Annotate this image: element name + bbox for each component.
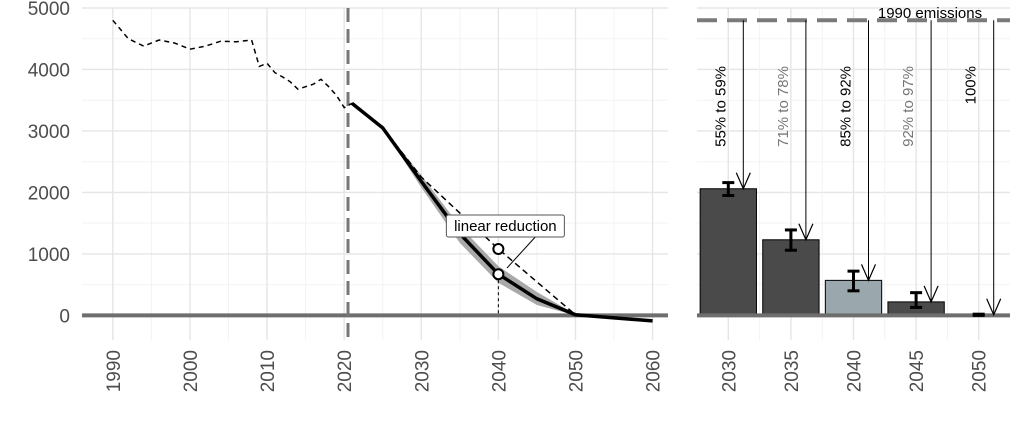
historic-emissions-line xyxy=(112,19,353,109)
reduction-arrowhead xyxy=(923,285,939,304)
reference-line-label: 1990 emissions xyxy=(878,5,982,22)
x-tick-label: 2050 xyxy=(566,350,587,392)
reduction-arrowhead xyxy=(735,172,751,191)
bar-panel: 2030 2035 2040 2045 2050 1990 emissions 55% to… xyxy=(697,5,1010,392)
y-tick-label: 2000 xyxy=(28,183,70,204)
bar-category-label: 2030 xyxy=(719,350,740,392)
line-panel: 0 1000 2000 3000 4000 5000 1990 2000 2010 2020 203… xyxy=(28,0,668,392)
annotation-box xyxy=(445,214,565,238)
x-tick-label: 2060 xyxy=(644,350,665,392)
target-point xyxy=(492,268,505,281)
reduction-arrowhead xyxy=(986,298,1002,317)
y-tick-label: 5000 xyxy=(28,0,70,20)
reduction-arrowhead xyxy=(798,223,814,242)
y-tick-label: 4000 xyxy=(28,60,70,81)
x-tick-label: 2040 xyxy=(489,350,510,392)
x-tick-label: 2000 xyxy=(181,350,202,392)
y-tick-label: 3000 xyxy=(28,122,70,143)
bar-category-label: 2040 xyxy=(845,350,866,392)
projected-emissions-line xyxy=(350,101,653,323)
reduction-label: 85% to 92% xyxy=(838,66,855,147)
annotation-leader xyxy=(506,233,539,269)
x-tick-label: 2020 xyxy=(335,350,356,392)
x-tick-label: 2030 xyxy=(412,350,433,392)
reduction-label: 92% to 97% xyxy=(900,66,917,147)
reduction-label: 55% to 59% xyxy=(712,66,729,147)
bar-category-label: 2050 xyxy=(970,350,991,392)
bar xyxy=(699,188,757,316)
annotation-label: linear reduction xyxy=(454,218,557,235)
bar-category-label: 2035 xyxy=(782,350,803,392)
reduction-label: 100% xyxy=(963,66,980,104)
linear-reduction-line xyxy=(382,127,576,316)
reduction-arrowhead xyxy=(860,264,877,282)
reduction-label: 71% to 78% xyxy=(775,66,792,147)
target-point xyxy=(492,243,505,256)
x-tick-label: 1990 xyxy=(104,350,125,392)
y-tick-label: 1000 xyxy=(28,245,70,266)
x-tick-label: 2010 xyxy=(258,350,279,392)
bar-category-label: 2045 xyxy=(907,350,928,392)
y-tick-label: 0 xyxy=(59,306,70,327)
